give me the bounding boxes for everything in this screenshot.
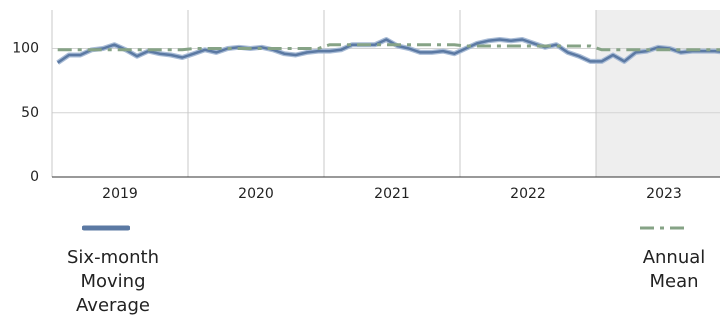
- y-tick-label: 0: [30, 169, 39, 185]
- x-tick-label: 2023: [646, 186, 682, 200]
- x-tick-label: 2022: [510, 186, 546, 200]
- legend-label: Six-month Moving Average: [67, 247, 159, 316]
- x-tick-label: 2019: [102, 186, 138, 200]
- legend-swatch: [82, 225, 130, 231]
- x-tick-label: 2021: [374, 186, 410, 200]
- chart: 0 50 100 2019 2020 2021 2022 2023: [12, 10, 720, 200]
- legend-label: Annual Mean: [642, 247, 706, 292]
- x-tick-label: 2020: [238, 186, 274, 200]
- series-line: [56, 38, 720, 64]
- y-tick-label: 100: [12, 41, 39, 57]
- highlight-band: [596, 10, 720, 177]
- legend-swatch: [640, 226, 684, 230]
- series-line: [57, 43, 720, 52]
- y-tick-label: 50: [21, 105, 39, 121]
